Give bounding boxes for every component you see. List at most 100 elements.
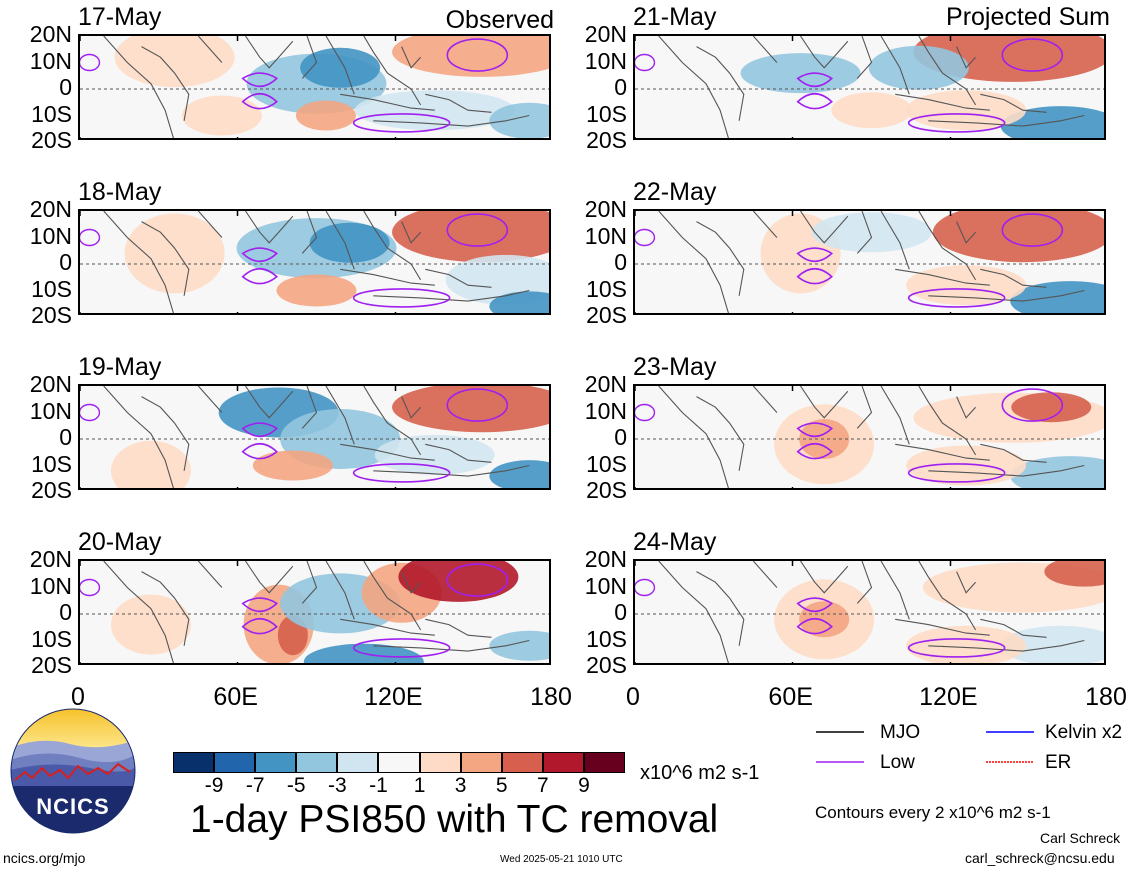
lat-label: 20S <box>31 652 72 678</box>
coastline <box>696 571 745 646</box>
footer-timestamp: Wed 2025-05-21 1010 UTC <box>500 854 623 865</box>
low-contour <box>1001 388 1064 422</box>
lat-label: 10S <box>586 100 627 127</box>
colorbar <box>173 752 625 773</box>
coastline <box>918 36 977 106</box>
lat-label: 10N <box>29 47 72 74</box>
lat-label: 20N <box>29 196 72 222</box>
coastline <box>956 396 977 419</box>
lat-label: 0 <box>59 249 72 275</box>
coastline <box>696 221 745 296</box>
low-contour <box>796 247 834 285</box>
coastline <box>401 396 422 419</box>
coastline <box>752 561 778 588</box>
colorbar-level-label: 1 <box>413 774 426 797</box>
colorbar-units: x10^6 m2 s-1 <box>640 762 760 784</box>
low-contour <box>446 388 509 422</box>
lat-label: 0 <box>59 424 72 450</box>
coastline <box>895 93 990 111</box>
coastline <box>197 211 223 238</box>
colorbar-level-label: -9 <box>204 774 224 797</box>
coastline <box>696 46 745 121</box>
anomaly-region <box>392 211 549 263</box>
projected-sum-header: Projected Sum <box>946 3 1110 31</box>
lat-label: 10S <box>586 450 627 477</box>
colorbar-level-label: -3 <box>328 774 347 797</box>
lat-label: 10S <box>586 275 627 302</box>
lat-label: 20S <box>31 477 72 503</box>
anomaly-region <box>906 625 1027 663</box>
coastline <box>980 93 1047 113</box>
low-contour <box>907 638 1006 658</box>
coastline <box>401 221 422 244</box>
low-contour <box>352 113 451 133</box>
anomaly-region <box>295 100 356 131</box>
low-contour <box>352 463 451 483</box>
map-field <box>635 386 1104 488</box>
low-contour <box>907 113 1006 133</box>
lat-label: 20N <box>29 546 72 572</box>
ncics-logo-graphic <box>10 708 136 834</box>
legend-lines <box>816 731 1034 763</box>
colorbar-level-label: -1 <box>369 774 388 797</box>
coastline <box>245 561 294 594</box>
lat-label: 10N <box>29 222 72 249</box>
map-field <box>80 36 549 138</box>
lat-label: 10S <box>31 450 72 477</box>
coastline <box>103 36 174 138</box>
anomaly-region <box>374 434 495 475</box>
coastline <box>141 396 190 471</box>
lat-label: 10N <box>584 572 627 599</box>
coastline <box>340 268 435 286</box>
anomaly-region <box>276 274 357 307</box>
coastline <box>363 386 422 456</box>
lat-label: 0 <box>59 599 72 625</box>
lon-label: 60E <box>213 683 258 711</box>
anomaly-region <box>489 291 549 313</box>
lat-label: 20N <box>584 546 627 572</box>
coastline <box>373 464 530 477</box>
lon-label: 180 <box>530 683 572 711</box>
coastline <box>856 211 873 254</box>
low-contour <box>635 403 656 422</box>
anomaly-region <box>124 213 225 294</box>
lat-label: 20S <box>586 302 627 328</box>
footer-email[interactable]: carl_schreck@ncsu.edu <box>965 850 1115 866</box>
lon-label: 60E <box>768 683 813 711</box>
coastline <box>800 211 849 244</box>
coastline <box>918 211 977 281</box>
lat-label: 20S <box>31 127 72 153</box>
coastline <box>245 386 294 419</box>
low-contour <box>446 563 509 597</box>
coastline <box>928 289 1085 302</box>
coastline <box>800 36 849 69</box>
map-field <box>80 386 549 488</box>
lat-label: 20S <box>31 302 72 328</box>
low-contour <box>80 228 101 247</box>
coastline <box>980 268 1047 288</box>
colorbar-level-label: 5 <box>495 774 508 797</box>
coastline <box>425 93 492 113</box>
footer-url[interactable]: ncics.org/mjo <box>3 850 86 866</box>
coastline <box>373 289 530 302</box>
anomaly-region <box>392 386 549 433</box>
low-contour <box>241 422 279 460</box>
colorbar-swatch <box>296 752 338 773</box>
coastline <box>658 211 729 313</box>
lon-label: 120E <box>364 683 423 711</box>
coastline <box>373 114 530 127</box>
coastline <box>956 221 977 244</box>
coastline <box>141 571 190 646</box>
colorbar-swatch <box>583 752 625 773</box>
low-contour <box>796 72 834 110</box>
colorbar-level-label: 7 <box>536 774 549 797</box>
coastline <box>696 396 745 471</box>
low-contour <box>80 403 101 422</box>
coastline <box>325 386 355 445</box>
coastline <box>752 211 778 238</box>
low-contour <box>1001 213 1064 247</box>
lat-label: 0 <box>59 74 72 100</box>
lat-label: 20S <box>586 127 627 153</box>
anomaly-region <box>252 450 333 481</box>
lat-label: 10S <box>31 100 72 127</box>
